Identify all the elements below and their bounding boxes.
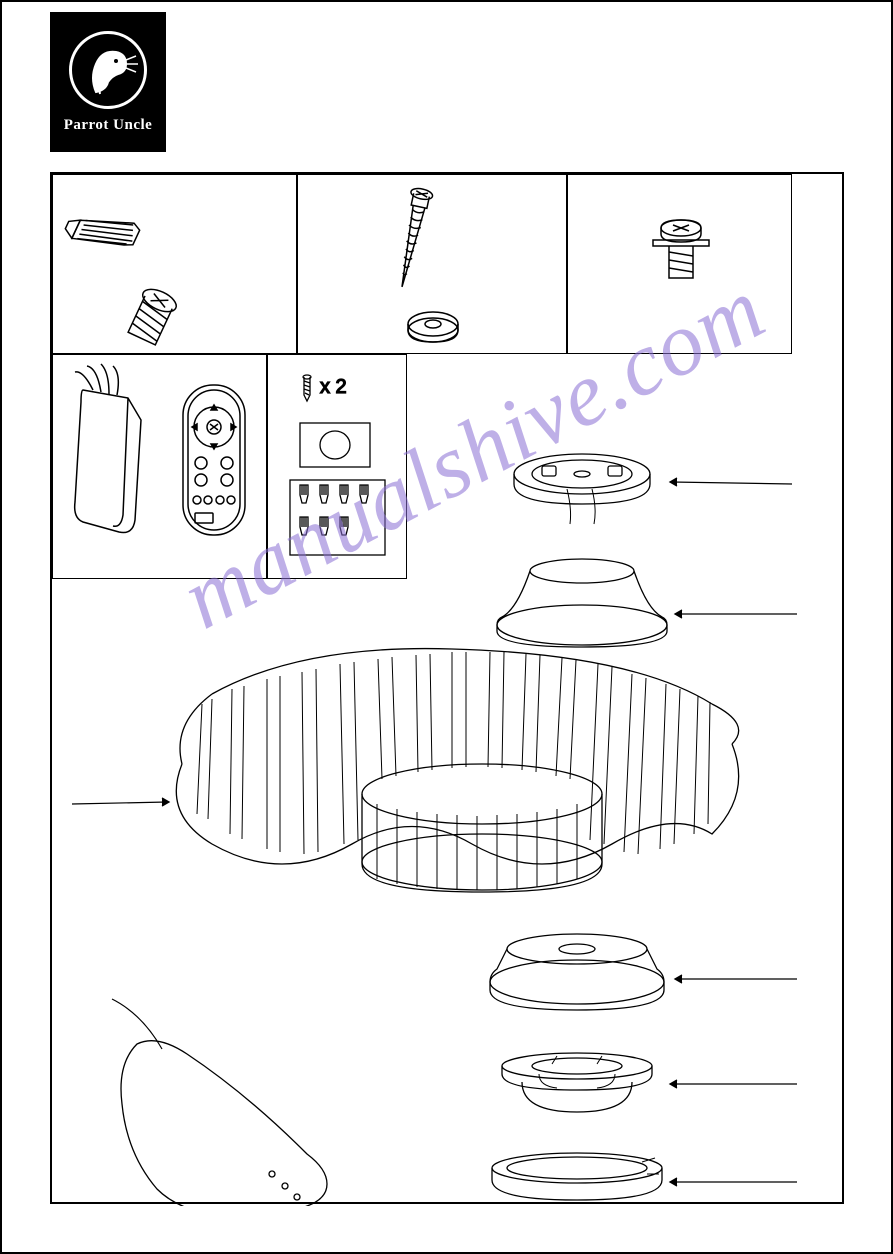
cell-wire-connector xyxy=(52,174,297,354)
mounting-bracket xyxy=(514,454,650,524)
fan-blade xyxy=(121,1041,327,1206)
parrot-icon xyxy=(69,31,147,109)
diagram-frame: x 2 xyxy=(50,172,844,1204)
cell-wood-screw-washer xyxy=(297,174,567,354)
switch-housing xyxy=(490,934,664,1010)
motor-housing xyxy=(176,649,738,892)
brand-name: Parrot Uncle xyxy=(64,117,153,134)
cell-machine-screw xyxy=(567,174,792,354)
brand-logo: Parrot Uncle xyxy=(50,12,166,152)
exploded-view xyxy=(52,354,846,1206)
canopy xyxy=(497,559,667,647)
light-kit xyxy=(502,1053,652,1112)
lamp-shade xyxy=(492,1153,662,1200)
